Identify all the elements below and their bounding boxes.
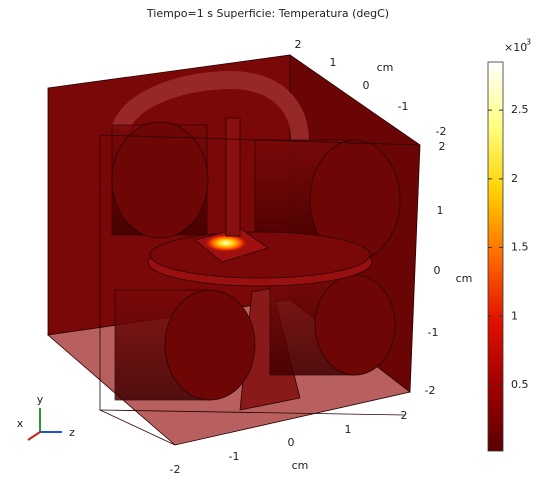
scene — [48, 55, 420, 445]
axis-unit: cm — [377, 61, 394, 74]
tick-label: 2 — [439, 140, 446, 153]
plot-window: Tiempo=1 s Superficie: Temperatura (degC… — [0, 0, 545, 481]
disc — [150, 232, 370, 278]
triad: y x z — [17, 393, 75, 440]
cylinder-end — [165, 290, 255, 400]
colorbar-tick-label: 1.5 — [511, 241, 529, 254]
axis-unit: cm — [456, 272, 473, 285]
triad-label: x — [17, 417, 24, 430]
triad-x — [28, 432, 40, 440]
colorbar-scale — [488, 62, 503, 451]
tick-label: -2 — [436, 125, 447, 138]
axis-unit: cm — [292, 459, 309, 472]
triad-label: y — [37, 393, 44, 406]
cylinder-end — [315, 275, 395, 375]
tick-label: 1 — [330, 56, 337, 69]
rod — [226, 118, 240, 236]
tick-label: -2 — [170, 463, 181, 476]
tick-label: -1 — [428, 326, 439, 339]
tick-label: 0 — [434, 264, 441, 277]
colorbar-multiplier: ×10 — [504, 41, 527, 54]
colorbar-tick-label: 2.5 — [511, 103, 529, 116]
colorbar-exponent: 3 — [526, 38, 531, 47]
tick-label: 1 — [437, 204, 444, 217]
colorbar-tick-label: 2 — [511, 172, 518, 185]
cylinder-end — [112, 122, 208, 238]
tick-label: 0 — [363, 79, 370, 92]
hot-spot — [204, 234, 248, 252]
tick-label: 2 — [295, 38, 302, 51]
tick-label: -1 — [398, 100, 409, 113]
tick-label: 0 — [288, 436, 295, 449]
colorbar: ×10 3 0.5 1 1.5 2 2.5 — [488, 38, 531, 452]
triad-label: z — [69, 426, 75, 439]
tick-label: -2 — [425, 384, 436, 397]
colorbar-tick-label: 1 — [511, 309, 518, 322]
tick-label: -1 — [229, 450, 240, 463]
plot-title: Tiempo=1 s Superficie: Temperatura (degC… — [146, 7, 389, 20]
tick-label: 2 — [401, 409, 408, 422]
colorbar-tick-label: 0.5 — [511, 378, 529, 391]
tick-label: 1 — [345, 423, 352, 436]
